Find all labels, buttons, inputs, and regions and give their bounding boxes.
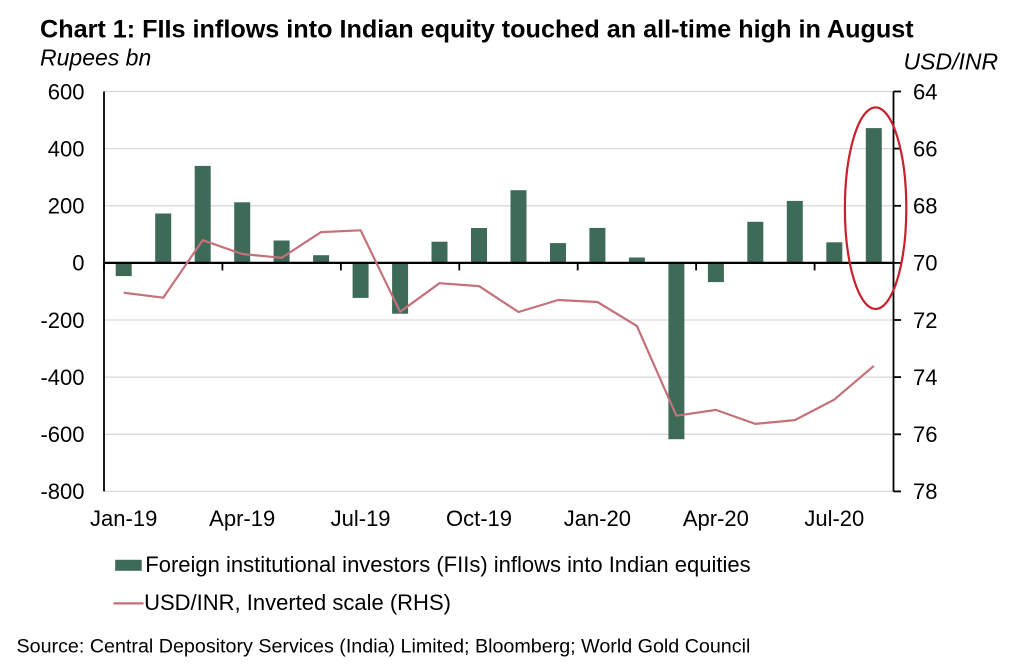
svg-text:USD/INR, Inverted scale (RHS): USD/INR, Inverted scale (RHS) bbox=[144, 590, 451, 615]
svg-text:USD/INR: USD/INR bbox=[904, 49, 999, 75]
svg-text:66: 66 bbox=[913, 136, 937, 161]
svg-text:68: 68 bbox=[913, 194, 937, 219]
svg-text:70: 70 bbox=[913, 251, 937, 276]
svg-text:400: 400 bbox=[48, 136, 85, 161]
svg-text:74: 74 bbox=[913, 365, 937, 390]
svg-text:Source: Central Depository Ser: Source: Central Depository Services (Ind… bbox=[17, 636, 751, 658]
svg-text:-200: -200 bbox=[40, 308, 84, 333]
svg-text:72: 72 bbox=[913, 308, 937, 333]
svg-text:Apr-20: Apr-20 bbox=[683, 506, 749, 531]
svg-text:Jul-20: Jul-20 bbox=[804, 506, 864, 531]
svg-text:0: 0 bbox=[72, 251, 84, 276]
svg-text:-800: -800 bbox=[40, 479, 84, 504]
svg-text:Apr-19: Apr-19 bbox=[209, 506, 275, 531]
svg-text:Jan-20: Jan-20 bbox=[564, 506, 631, 531]
svg-text:Foreign institutional investor: Foreign institutional investors (FIIs) i… bbox=[145, 552, 750, 577]
svg-text:600: 600 bbox=[48, 79, 85, 104]
svg-text:78: 78 bbox=[913, 479, 937, 504]
svg-text:Chart 1: FIIs inflows into Ind: Chart 1: FIIs inflows into Indian equity… bbox=[40, 16, 914, 44]
svg-text:76: 76 bbox=[913, 422, 937, 447]
svg-text:Rupees bn: Rupees bn bbox=[40, 45, 151, 71]
svg-text:Jan-19: Jan-19 bbox=[90, 506, 157, 531]
svg-text:64: 64 bbox=[913, 79, 937, 104]
svg-text:-400: -400 bbox=[40, 365, 84, 390]
svg-text:Oct-19: Oct-19 bbox=[446, 506, 512, 531]
svg-text:-600: -600 bbox=[40, 422, 84, 447]
svg-text:200: 200 bbox=[48, 194, 85, 219]
svg-text:Jul-19: Jul-19 bbox=[331, 506, 391, 531]
